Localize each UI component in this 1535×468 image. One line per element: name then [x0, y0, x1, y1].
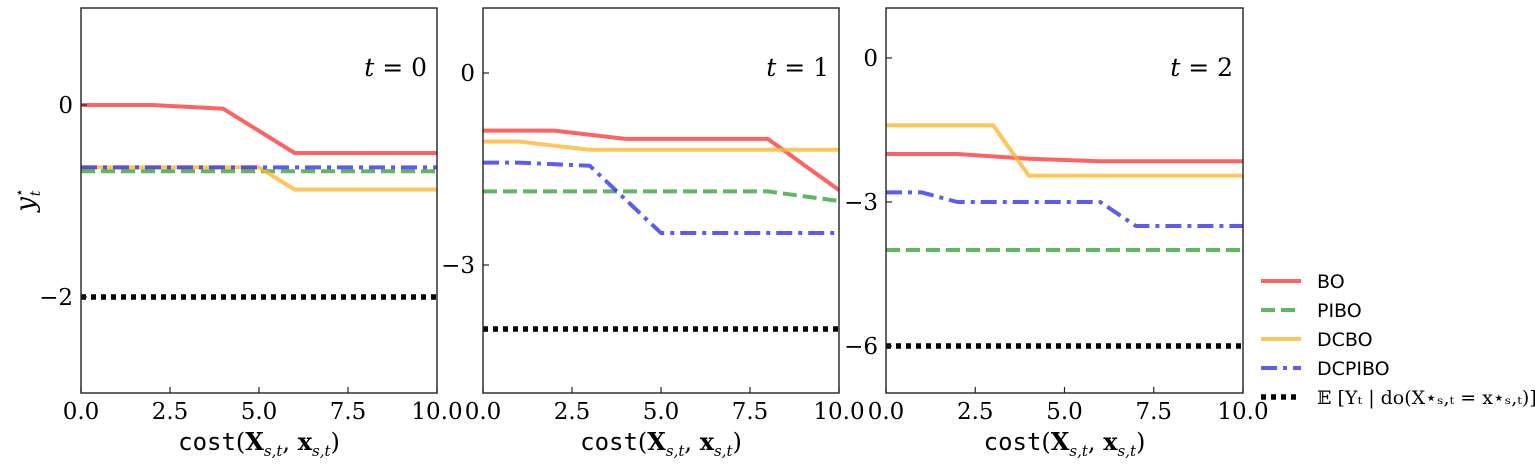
panel-title: t = 2 [1170, 53, 1233, 82]
series-group [483, 128, 839, 332]
x-tick-label: 0.0 [868, 399, 905, 425]
legend-item: PIBO [1261, 300, 1362, 322]
panels: 0.0 2.5 5.0 7.5 10.0 0 −2 t = 0 cost(Xs,t, xs,t)… [11, 7, 1269, 460]
series-line-dcpibo [483, 160, 839, 235]
legend-label: DCBO [1317, 329, 1373, 351]
legend-label: DCPIBO [1317, 358, 1390, 380]
series-group [81, 103, 437, 300]
x-tick-label: 0.0 [63, 399, 100, 425]
x-tick-label: 7.5 [330, 399, 367, 425]
x-tick-label: 10.0 [813, 399, 864, 425]
legend: BO PIBO DCBO DCPIBO 𝔼 [Yₜ | do(X⋆ₛ,ₜ = x⋆ₛ,ₜ… [1261, 271, 1535, 409]
series-line-bo [886, 152, 1243, 164]
legend-label: BO [1317, 271, 1345, 293]
x-axis-label: cost(Xs,t, xs,t) [178, 427, 340, 460]
legend-item: DCBO [1261, 329, 1373, 351]
y-tick-label: 0 [863, 46, 878, 72]
legend-item: BO [1261, 271, 1345, 293]
x-tick-label: 10.0 [411, 399, 462, 425]
x-tick-label: 7.5 [732, 399, 769, 425]
panel-2: 0.0 2.5 5.0 7.5 10.0 0 −3 −6 t = 2 cost(Xs,t, xs,… [844, 7, 1269, 460]
x-axis-label: cost(Xs,t, xs,t) [580, 427, 742, 460]
x-tick-label: 2.5 [554, 399, 591, 425]
legend-item: DCPIBO [1261, 358, 1390, 380]
x-tick-label: 5.0 [643, 399, 680, 425]
legend-label: 𝔼 [Yₜ | do(X⋆ₛ,ₜ = x⋆ₛ,ₜ)] [1317, 387, 1535, 409]
y-tick-label: 0 [58, 93, 73, 119]
panel-title: t = 1 [766, 53, 829, 82]
x-tick-label: 7.5 [1135, 399, 1172, 425]
series-line-dcpibo [886, 190, 1243, 228]
legend-item: 𝔼 [Yₜ | do(X⋆ₛ,ₜ = x⋆ₛ,ₜ)] [1261, 387, 1535, 409]
x-tick-label: 10.0 [1217, 399, 1268, 425]
series-line-dcbo [886, 123, 1243, 178]
x-tick-label: 5.0 [241, 399, 278, 425]
series-line-dcbo [483, 139, 839, 152]
y-tick-label: 0 [460, 61, 475, 87]
series-group [886, 123, 1243, 349]
x-tick-label: 2.5 [152, 399, 189, 425]
x-tick-label: 2.5 [957, 399, 994, 425]
x-axis-label: cost(Xs,t, xs,t) [984, 427, 1146, 460]
panel-1: 0.0 2.5 5.0 7.5 10.0 0 −3 t = 1 cost(Xs,t, xs,t) [441, 7, 865, 460]
series-line-pibo [483, 189, 839, 203]
y-tick-label: −2 [39, 285, 73, 311]
y-tick-label: −3 [844, 190, 878, 216]
panel-title: t = 0 [364, 53, 427, 82]
panel-0: 0.0 2.5 5.0 7.5 10.0 0 −2 t = 0 cost(Xs,t, xs,t)… [11, 7, 463, 460]
x-tick-label: 0.0 [465, 399, 502, 425]
x-tick-label: 5.0 [1046, 399, 1083, 425]
y-tick-label: −3 [441, 253, 475, 279]
y-tick-label: −6 [844, 334, 878, 360]
y-axis-label: y⋆t [11, 188, 44, 212]
legend-label: PIBO [1317, 300, 1362, 322]
series-line-bo [81, 103, 437, 155]
series-line-bo [483, 128, 839, 192]
